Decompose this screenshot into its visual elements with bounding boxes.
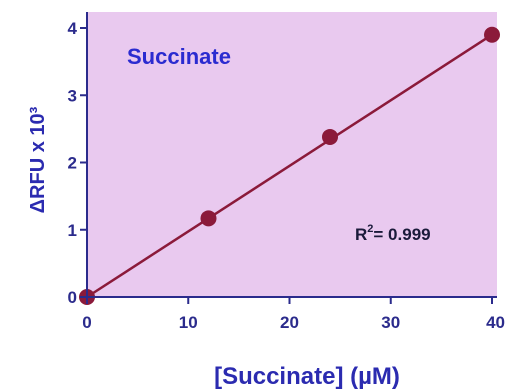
x-tick-label: 20 (280, 313, 299, 332)
x-tick-label: 10 (179, 313, 198, 332)
r2-superscript: 2 (367, 223, 373, 235)
data-point (200, 210, 217, 227)
r2-prefix: R (355, 225, 367, 244)
plot-area (87, 12, 497, 297)
y-axis-title: ΔRFU x 10³ (27, 106, 49, 213)
data-point (322, 128, 338, 145)
fit-line (86, 33, 493, 299)
r-squared-annotation: R2= 0.999 (355, 223, 431, 244)
x-tick-label: 40 (486, 313, 505, 332)
panel-title: Succinate (127, 44, 231, 69)
y-tick-label: 2 (68, 154, 77, 173)
y-tick-label: 1 (68, 221, 77, 240)
y-tick-label: 3 (68, 86, 77, 105)
x-axis-title: [Succinate] (µM) (214, 363, 400, 390)
r2-value: = 0.999 (373, 225, 430, 244)
data-point (484, 26, 500, 43)
y-tick-label: 0 (68, 288, 77, 307)
x-tick-label: 0 (82, 313, 91, 332)
x-tick-label: 30 (381, 313, 400, 332)
y-tick-label: 4 (68, 19, 78, 38)
